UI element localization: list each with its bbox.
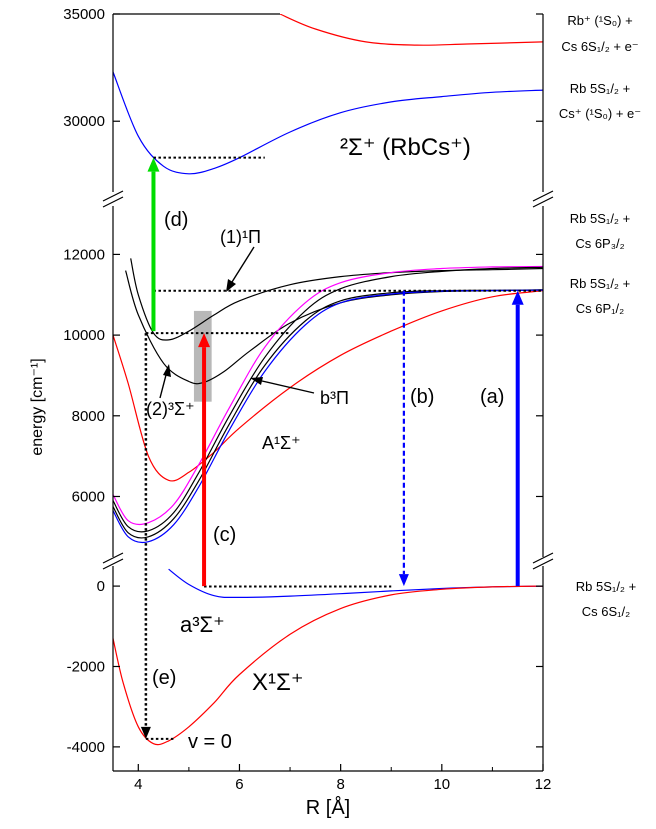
asymptote-rb-ion: Rb⁺ (¹S₀) + Cs 6S₁/₂ + e⁻ (561, 13, 638, 54)
asymptote-cs-ion: Rb 5S₁/₂ + Cs⁺ (¹S₀) + e⁻ (559, 81, 641, 121)
axis-break-1 (102, 190, 124, 208)
y-tick-label: 8000 (72, 408, 105, 425)
sigma3-label: (2)³Σ⁺ (146, 399, 195, 419)
pi1-pointer (226, 246, 255, 292)
transition-arrow-c (198, 333, 211, 587)
potential-curve-5 (125, 270, 543, 385)
pi1-label: (1)¹Π (220, 227, 261, 247)
axis-break-2 (532, 190, 554, 208)
potential-curve-4 (130, 258, 543, 341)
y-axis-title: energy [cm⁻¹] (29, 358, 46, 455)
asymptote-6s12: Rb 5S₁/₂ + Cs 6S₁/₂ (576, 579, 636, 619)
asymptote-6p32: Rb 5S₁/₂ + Cs 6P₃/₂ (570, 211, 630, 251)
arrow-b-label: (b) (410, 386, 434, 408)
potential-curve-2 (113, 71, 543, 175)
transition-arrow-e (140, 333, 151, 739)
transition-arrow-b (398, 290, 409, 587)
potential-curve-1 (279, 14, 543, 46)
x-tick-label: 10 (433, 776, 450, 793)
y-tick-label: 0 (97, 578, 105, 595)
potential-curve-6 (113, 265, 543, 526)
y-tick-label: 35000 (63, 6, 105, 23)
asymptote-line1: Rb 5S₁/₂ + (570, 276, 630, 291)
transition-arrow-d (147, 157, 160, 332)
transition-arrow-a (511, 290, 524, 587)
y-tick-label: -4000 (67, 739, 105, 756)
asymptote-line2: Cs⁺ (¹S₀) + e⁻ (559, 106, 641, 121)
sigma3-pointer (159, 364, 171, 399)
y-tick-label: 10000 (63, 327, 105, 344)
asymptote-line2: Cs 6S₁/₂ (582, 604, 630, 619)
y-tick-label: 30000 (63, 113, 105, 130)
y-tick-label: 6000 (72, 488, 105, 505)
asymptote-line2: Cs 6P₁/₂ (576, 301, 624, 316)
axis-break-4 (532, 552, 554, 570)
potential-curve-11 (113, 585, 543, 746)
x1sigma-label: X¹Σ⁺ (252, 669, 304, 696)
x-tick-label: 12 (535, 776, 552, 793)
a3sigma-label: a³Σ⁺ (180, 612, 225, 637)
axis-break-3 (102, 552, 124, 570)
potential-curve-9 (113, 289, 543, 544)
b3pi-pointer (250, 377, 315, 394)
x-axis-title: R [Å] (306, 796, 350, 819)
x-tick-label: 4 (134, 776, 142, 793)
arrow-d-label: (d) (164, 209, 188, 231)
asymptote-line1: Rb 5S₁/₂ + (576, 579, 636, 594)
x-tick-label: 8 (336, 776, 344, 793)
potential-curve-3 (113, 290, 543, 482)
asymptote-6p12: Rb 5S₁/₂ + Cs 6P₁/₂ (570, 276, 630, 316)
asymptote-line2: Cs 6S₁/₂ + e⁻ (561, 39, 638, 54)
potential-curve-10 (168, 568, 543, 599)
y-tick-label: -2000 (67, 658, 105, 675)
arrow-c-label: (c) (213, 524, 236, 546)
x-tick-label: 6 (235, 776, 243, 793)
asymptote-line1: Rb 5S₁/₂ + (570, 211, 630, 226)
asymptote-line1: Rb 5S₁/₂ + (570, 81, 630, 96)
potential-curve-7 (113, 266, 543, 533)
arrow-e-label: (e) (152, 667, 176, 689)
v0-label: v = 0 (188, 731, 232, 753)
ion-state-label: ²Σ⁺ (RbCs⁺) (340, 134, 471, 161)
a1sigma-label: A¹Σ⁺ (262, 433, 301, 453)
arrow-a-label: (a) (480, 386, 504, 408)
b3pi-label: b³Π (320, 388, 349, 408)
asymptote-line1: Rb⁺ (¹S₀) + (567, 13, 632, 28)
y-tick-label: 12000 (63, 246, 105, 263)
asymptote-line2: Cs 6P₃/₂ (575, 236, 624, 251)
